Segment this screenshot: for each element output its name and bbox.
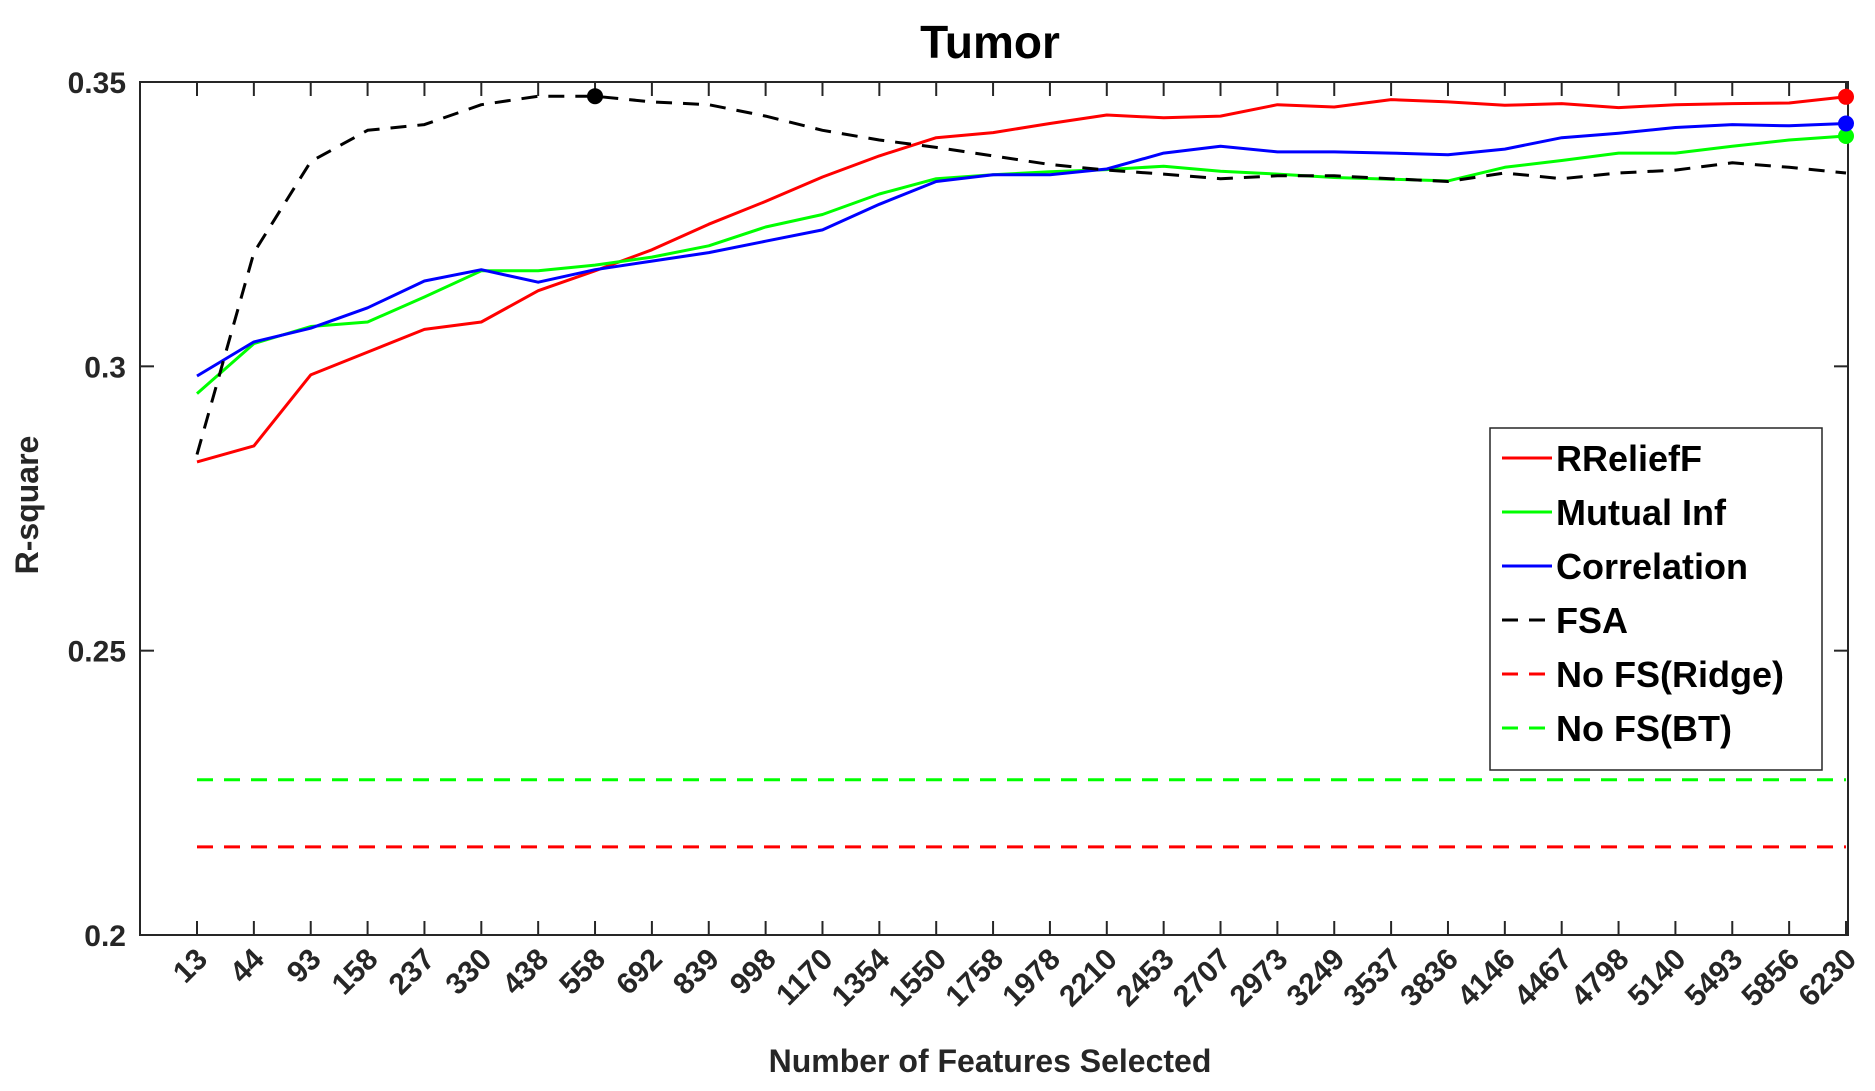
chart-title: Tumor [920, 16, 1060, 68]
x-tick-label: 237 [383, 943, 442, 1002]
x-tick-label: 3836 [1394, 943, 1465, 1014]
x-tick-label: 3249 [1281, 943, 1352, 1014]
series-marker-mutual-inf [1838, 128, 1854, 145]
x-tick-label: 1170 [770, 943, 839, 1012]
series-marker-fsa [587, 88, 604, 105]
x-tick-label: 4798 [1565, 943, 1636, 1014]
x-tick-label: 93 [281, 943, 328, 990]
series-line-correlation [196, 122, 1847, 378]
x-tick-label: 839 [667, 943, 726, 1002]
x-tick-label: 6230 [1792, 943, 1863, 1014]
x-tick-label: 4146 [1451, 943, 1522, 1014]
legend-label: FSA [1556, 600, 1628, 641]
legend-label: No FS(Ridge) [1556, 654, 1784, 695]
x-tick-label: 5140 [1622, 943, 1693, 1014]
series-line-rrelieff [196, 95, 1847, 464]
y-tick-label: 0.3 [84, 351, 126, 384]
x-tick-label: 5493 [1679, 943, 1750, 1014]
x-tick-label: 692 [610, 943, 669, 1002]
x-tick-label: 2453 [1110, 943, 1181, 1014]
x-axis-label: Number of Features Selected [769, 1043, 1212, 1079]
x-tick-label: 1758 [939, 943, 1010, 1014]
x-tick-label: 13 [167, 943, 214, 990]
x-tick-label: 3537 [1338, 943, 1409, 1014]
legend: RReliefF Mutual Inf Correlation FSA No FS(Ri… [1489, 427, 1823, 771]
x-tick-label: 2210 [1053, 943, 1124, 1014]
series-marker-rrelieff [1838, 88, 1854, 105]
x-tick-label: 2973 [1224, 943, 1295, 1014]
x-tick-label: 438 [496, 943, 555, 1002]
x-tick-label: 1354 [826, 942, 897, 1013]
legend-box [1489, 427, 1823, 771]
x-tick-label: 1550 [883, 943, 954, 1014]
y-tick-label: 0.2 [84, 920, 126, 953]
x-tick-label: 1978 [996, 943, 1067, 1014]
legend-label: Correlation [1556, 546, 1748, 587]
x-tick-label: 330 [440, 943, 499, 1002]
y-axis-label: R-square [9, 436, 45, 575]
series-marker-correlation [1838, 115, 1854, 132]
x-tick-label: 158 [326, 943, 385, 1002]
x-tick-label: 5856 [1736, 943, 1807, 1014]
legend-label: RReliefF [1556, 438, 1702, 479]
legend-label: No FS(BT) [1556, 708, 1732, 749]
x-tick-label: 2707 [1167, 943, 1238, 1014]
y-tick-label: 0.35 [68, 67, 126, 100]
y-tick-label: 0.25 [68, 636, 126, 669]
legend-label: Mutual Inf [1556, 492, 1727, 533]
x-tick-label: 44 [224, 942, 271, 989]
x-tick-label: 558 [553, 943, 612, 1002]
series-line-fsa [195, 94, 1847, 455]
x-tick-label: 4467 [1508, 943, 1579, 1014]
